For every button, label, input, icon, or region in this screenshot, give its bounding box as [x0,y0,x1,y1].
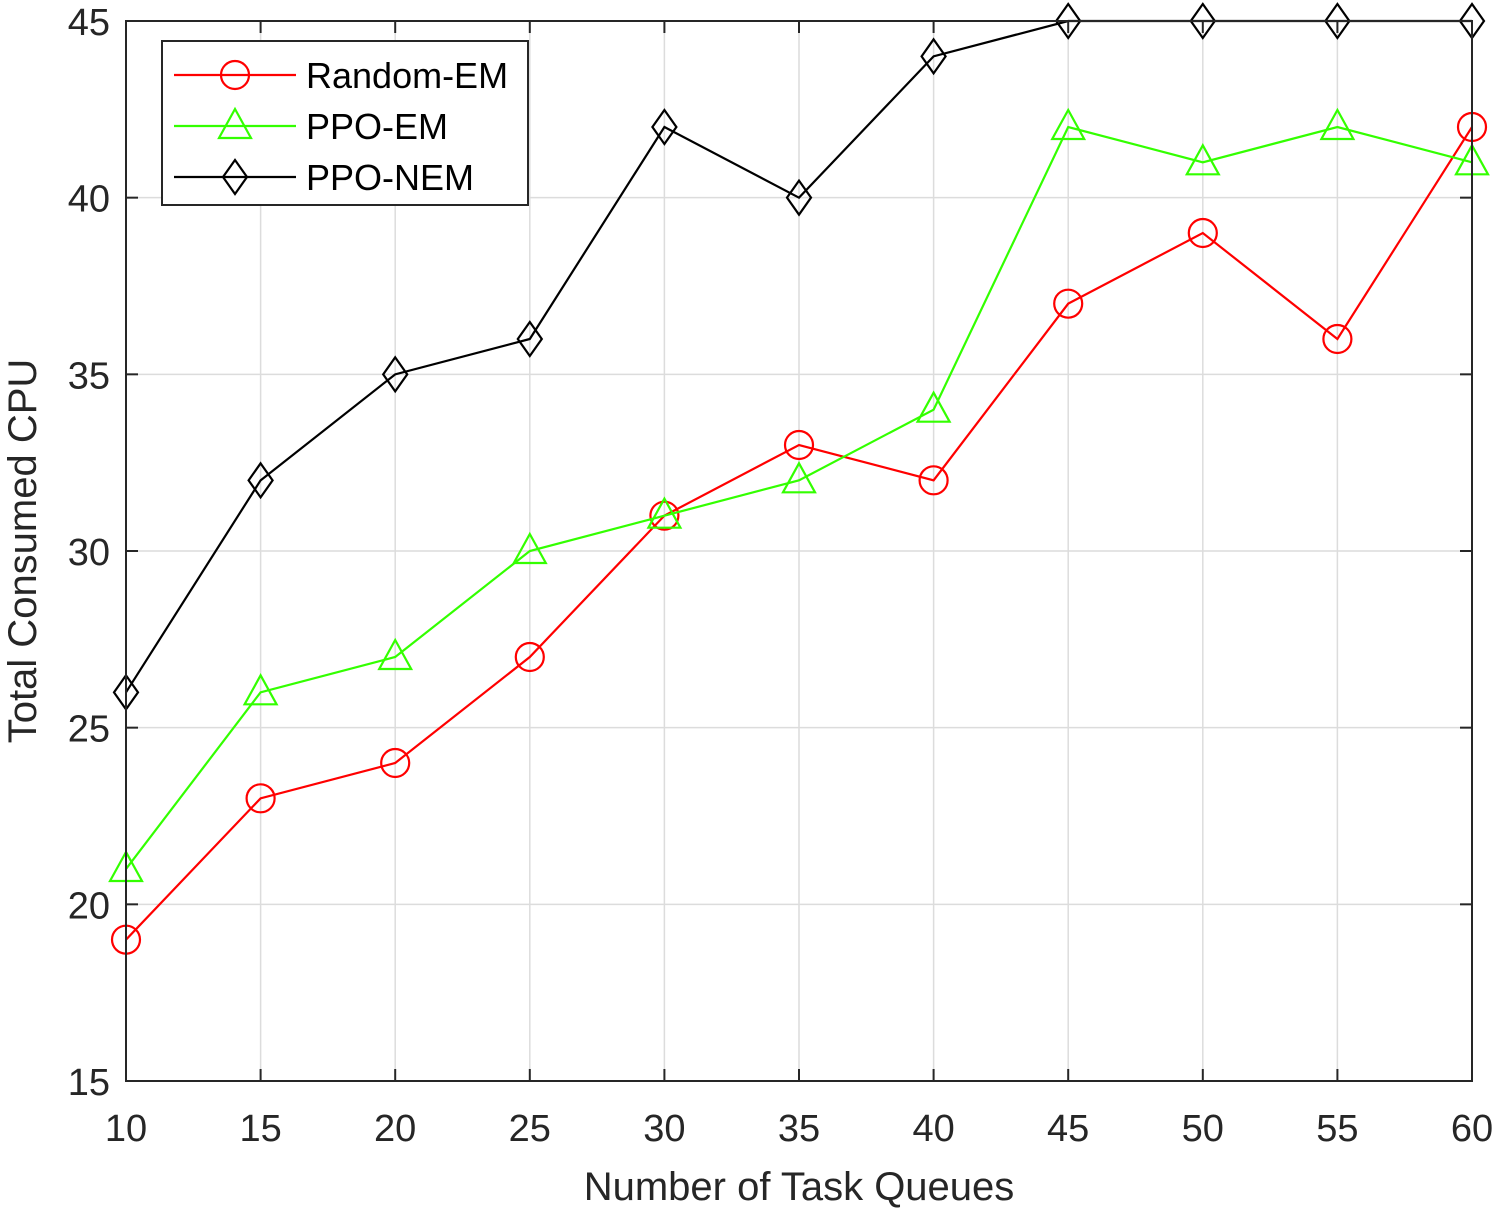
x-tick-label: 30 [643,1108,685,1150]
y-tick-labels: 15 20 25 30 35 40 45 [68,2,110,1104]
x-tick-label: 10 [105,1108,147,1150]
x-tick-label: 50 [1182,1108,1224,1150]
data-point-marker [915,390,952,423]
legend-item: PPO-NEM [174,157,474,198]
legend-item: PPO-EM [174,106,448,147]
y-tick-label: 40 [68,179,110,221]
x-tick-label: 55 [1316,1108,1358,1150]
data-point-marker [1319,107,1356,141]
x-tick-label: 40 [912,1108,954,1150]
data-point-marker [1187,217,1218,249]
y-tick-label: 15 [68,1062,110,1104]
data-point-marker [649,500,680,531]
data-point-marker [1324,2,1351,40]
series-line [125,126,1473,941]
data-point-marker [377,637,414,671]
legend: Random-EM PPO-EM PPO-NEM [161,40,529,206]
data-point-marker [781,461,817,494]
data-point-marker [918,465,949,496]
series-line [125,125,1473,870]
legend-marker [219,59,251,91]
data-point-marker [651,108,678,146]
data-point-marker [920,37,947,76]
data-point-marker [245,783,276,814]
x-tick-label: 15 [239,1108,281,1150]
y-tick-label: 35 [68,355,110,397]
legend-label: Random-EM [306,55,508,96]
x-tick-label: 60 [1451,1108,1493,1150]
data-point-marker [785,178,813,217]
x-tick-label: 20 [374,1108,416,1150]
series-random-em [110,111,1488,955]
data-point-marker [646,496,683,529]
data-point-marker [247,461,274,500]
data-point-marker [511,531,548,565]
data-point-marker [783,429,815,461]
data-point-marker [381,355,409,394]
data-point-marker [1050,107,1087,141]
legend-marker [217,106,253,140]
legend-marker [221,158,249,196]
data-point-marker [1322,323,1353,355]
legend-label: PPO-EM [306,106,448,147]
tick-marks [125,20,1473,1082]
y-tick-label: 45 [68,2,110,44]
x-tick-labels: 10 15 20 25 30 35 40 45 50 55 60 [105,1108,1493,1150]
legend-item: Random-EM [174,55,508,96]
data-point-marker [1054,2,1082,40]
y-tick-label: 25 [68,709,110,751]
data-point-marker [514,641,545,673]
y-tick-label: 30 [68,532,110,574]
data-point-marker [516,320,544,358]
data-point-marker [1189,2,1217,40]
legend-label: PPO-NEM [306,157,474,198]
series-group [108,2,1490,955]
data-point-marker [1053,288,1084,319]
x-tick-label: 45 [1047,1108,1089,1150]
x-axis-label: Number of Task Queues [584,1165,1015,1208]
y-tick-label: 20 [68,885,110,927]
data-point-marker [1184,143,1221,176]
x-tick-label: 25 [509,1108,551,1150]
y-axis-label: Total Consumed CPU [1,359,45,744]
data-point-marker [242,673,279,706]
data-point-marker [380,747,411,779]
x-tick-label: 35 [778,1108,820,1150]
